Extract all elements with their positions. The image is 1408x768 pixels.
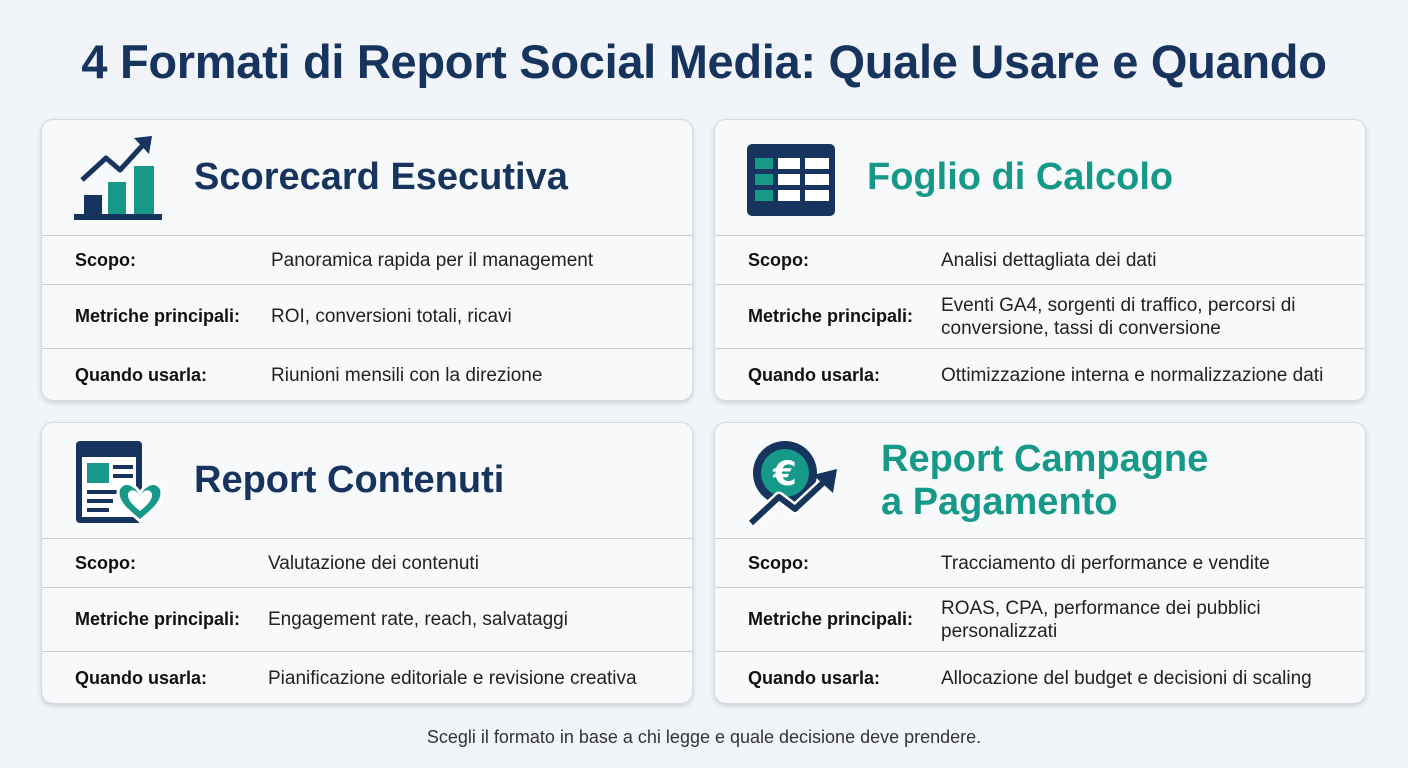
row-scopo: Scopo: Panoramica rapida per il manageme… — [42, 235, 692, 284]
row-scopo: Scopo: Valutazione dei contenuti — [42, 538, 692, 587]
row-label: Quando usarla: — [75, 667, 208, 688]
row-quando: Quando usarla: Pianificazione editoriale… — [42, 651, 692, 703]
bar-chart-trend-icon — [74, 136, 162, 220]
row-metriche: Metriche principali: Engagement rate, re… — [42, 587, 692, 651]
row-quando: Quando usarla: Allocazione del budget e … — [715, 651, 1365, 703]
row-label: Quando usarla: — [748, 364, 881, 385]
row-label: Metriche principali: — [75, 306, 241, 326]
card-title: Foglio di Calcolo — [867, 156, 1174, 198]
card-header: Report Contenuti — [42, 423, 692, 538]
row-value: ROI, conversioni totali, ricavi — [271, 306, 512, 327]
row-value: Tracciamento di performance e vendite — [941, 552, 1270, 574]
row-label: Scopo: — [748, 552, 809, 573]
card-header: Scorecard Esecutiva — [42, 120, 692, 235]
card-title: Scorecard Esecutiva — [194, 156, 568, 198]
row-label: Scopo: — [748, 249, 809, 270]
page-title: 4 Formati di Report Social Media: Quale … — [81, 35, 1327, 88]
row-label: Metriche principali: — [748, 306, 914, 326]
row-quando: Quando usarla: Ottimizzazione interna e … — [715, 348, 1365, 400]
footer-note: Scegli il formato in base a chi legge e … — [426, 727, 982, 747]
row-label: Quando usarla: — [75, 364, 208, 385]
card-title-line-2: a Pagamento — [881, 480, 1118, 523]
card-header: Foglio di Calcolo — [715, 120, 1365, 235]
row-value: Pianificazione editoriale e revisione cr… — [268, 667, 637, 689]
row-label: Metriche principali: — [75, 609, 241, 629]
row-value: Panoramica rapida per il management — [271, 249, 594, 271]
row-value: Valutazione dei contenuti — [268, 552, 479, 574]
row-label: Quando usarla: — [748, 667, 881, 688]
row-value: Allocazione del budget e decisioni di sc… — [941, 667, 1312, 689]
card-report-contenuti: Report Contenuti Scopo: Valutazione dei … — [41, 422, 693, 704]
card-report-campagne: € Report Campagne a Pagamento Scopo: Tra… — [714, 422, 1366, 704]
row-value: Eventi GA4, sorgenti di traffico, percor… — [941, 294, 1296, 339]
euro-coin-growth-icon: € — [747, 441, 837, 527]
row-label: Scopo: — [75, 552, 136, 573]
card-foglio-di-calcolo: Foglio di Calcolo Scopo: Analisi dettagl… — [714, 119, 1366, 401]
row-label: Metriche principali: — [748, 609, 914, 629]
row-value: Ottimizzazione interna e normalizzazione… — [941, 364, 1324, 386]
row-scopo: Scopo: Tracciamento di performance e ven… — [715, 538, 1365, 587]
card-title: Report Campagne a Pagamento — [881, 423, 1208, 538]
svg-text:€: € — [772, 454, 797, 494]
row-label: Scopo: — [75, 249, 136, 270]
content-heart-icon — [76, 441, 164, 523]
row-metriche: Metriche principali: ROAS, CPA, performa… — [715, 587, 1365, 651]
card-header: € Report Campagne a Pagamento — [715, 423, 1365, 538]
spreadsheet-icon — [747, 144, 835, 216]
row-value: Engagement rate, reach, salvataggi — [268, 609, 568, 630]
card-scorecard-esecutiva: Scorecard Esecutiva Scopo: Panoramica ra… — [41, 119, 693, 401]
card-title-line-1: Report Campagne — [881, 437, 1209, 480]
row-value: Riunioni mensili con la direzione — [271, 364, 543, 386]
row-scopo: Scopo: Analisi dettagliata dei dati — [715, 235, 1365, 284]
row-value: Analisi dettagliata dei dati — [941, 249, 1157, 271]
row-metriche: Metriche principali: Eventi GA4, sorgent… — [715, 284, 1365, 348]
row-quando: Quando usarla: Riunioni mensili con la d… — [42, 348, 692, 400]
row-metriche: Metriche principali: ROI, conversioni to… — [42, 284, 692, 348]
row-value: ROAS, CPA, performance dei pubblici pers… — [941, 597, 1261, 642]
card-title: Report Contenuti — [194, 459, 505, 501]
